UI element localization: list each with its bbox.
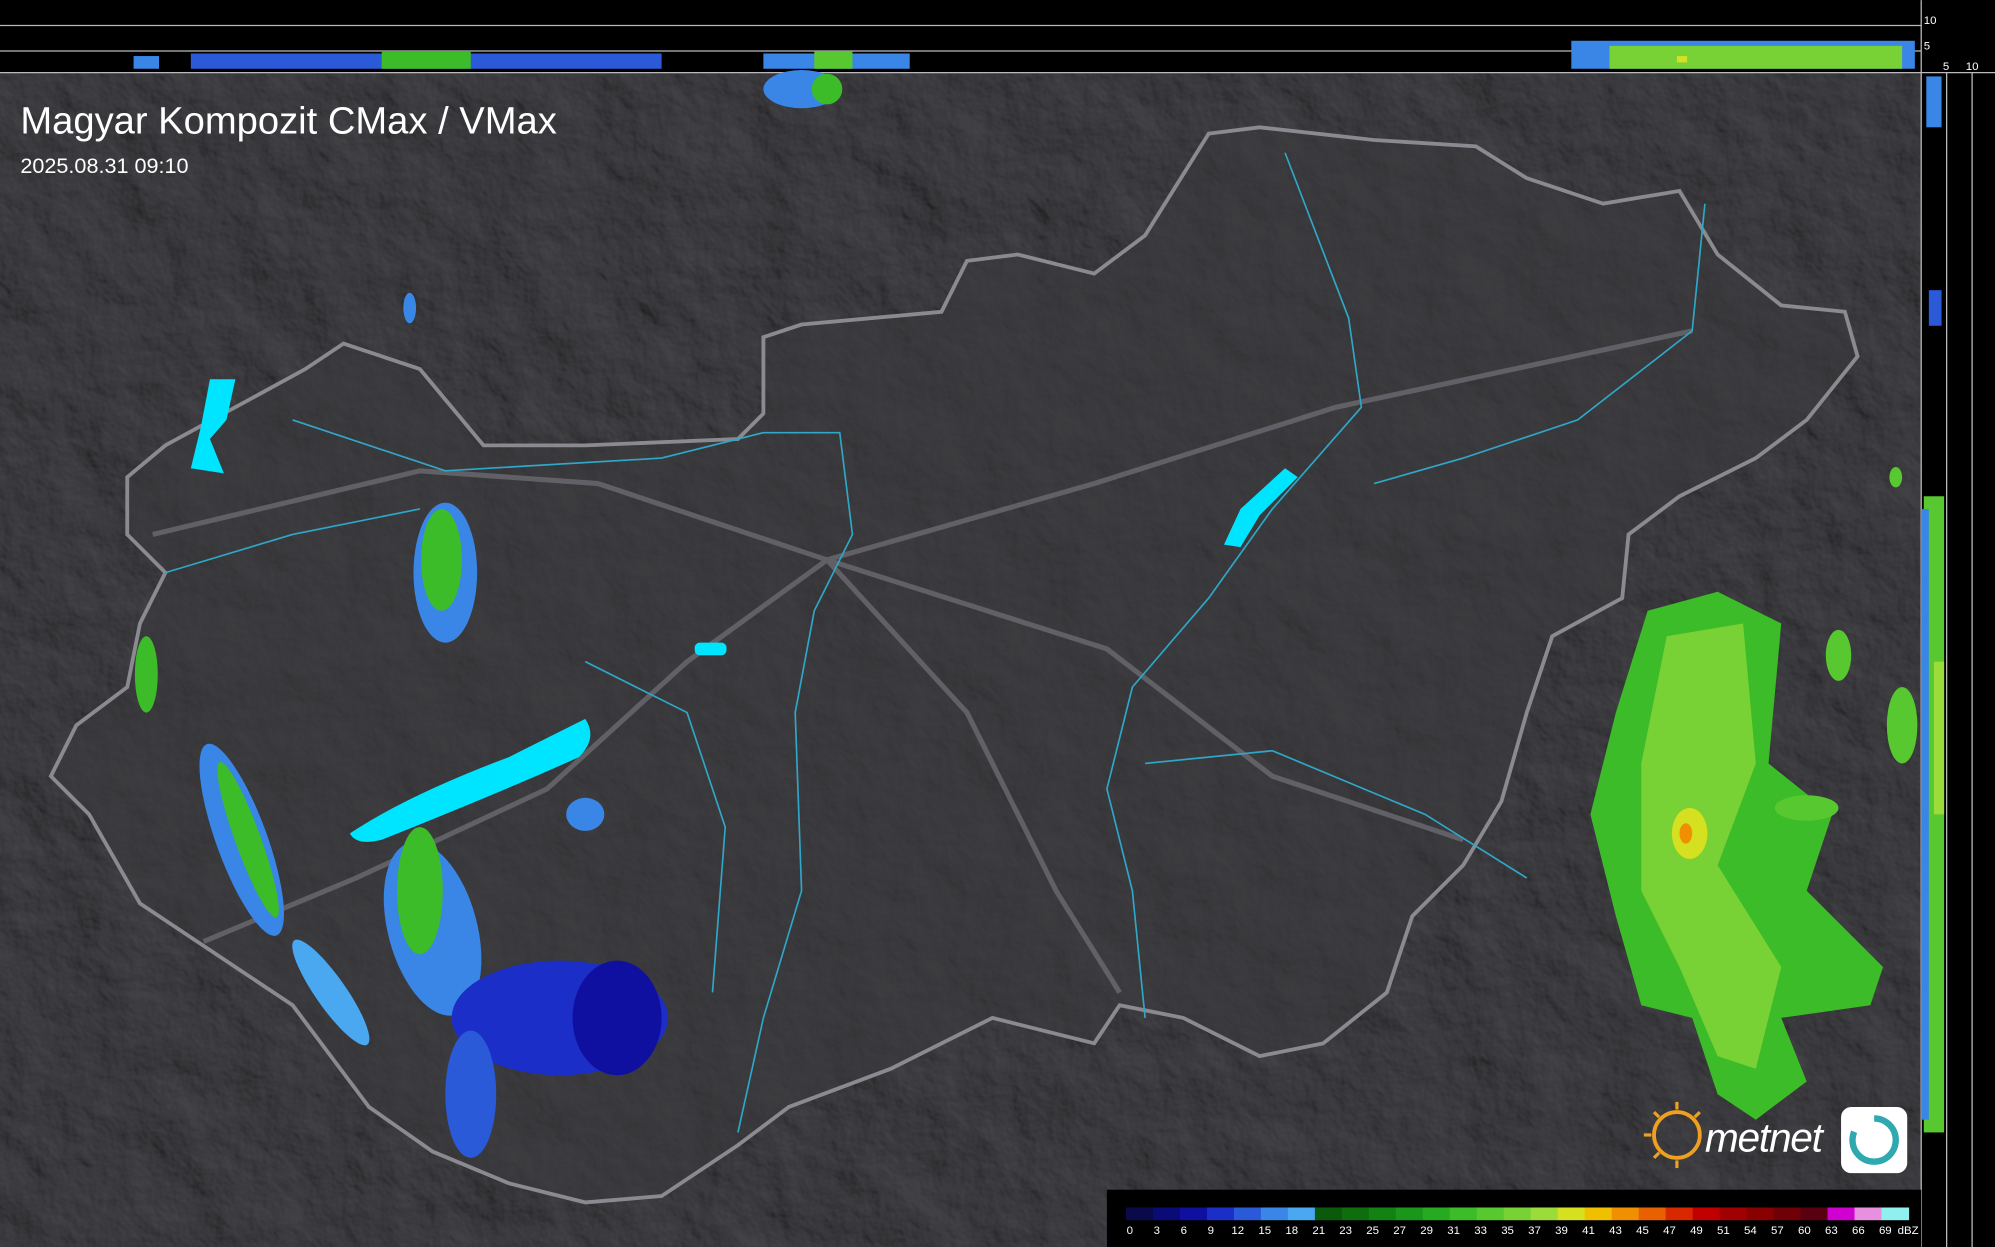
legend-tick-label: 25 [1366,1225,1379,1237]
legend-tick-label: 49 [1690,1225,1703,1237]
color-cell [1233,1207,1262,1221]
legend-tick-label: 0 [1127,1225,1133,1237]
legend-tick-label: 63 [1825,1225,1838,1237]
timestamp: 2025.08.31 09:10 [20,153,188,178]
profile-label: 5 [1924,41,1930,53]
profile-label: 10 [1924,15,1937,27]
legend-tick-label: 3 [1154,1225,1160,1237]
logo-text: metnet [1705,1115,1825,1161]
profile-label: 5 [1943,61,1949,73]
legend-tick-label: 12 [1231,1225,1244,1237]
legend-tick-label: 27 [1393,1225,1406,1237]
color-cell [1827,1207,1856,1221]
title: Magyar Kompozit CMax / VMax [20,100,556,143]
color-cell [1314,1207,1343,1221]
legend-tick-label: 47 [1663,1225,1676,1237]
legend-tick-label: 60 [1798,1225,1811,1237]
color-cell [1557,1207,1586,1221]
color-cell [1503,1207,1532,1221]
color-cell [1530,1207,1559,1221]
color-cell [1746,1207,1775,1221]
radar-echoes [134,70,1918,1158]
legend-tick-label: 31 [1447,1225,1460,1237]
color-cell [1260,1207,1289,1221]
legend-tick-label: 9 [1208,1225,1214,1237]
legend-tick-label: 51 [1717,1225,1730,1237]
legend-tick-label: 57 [1771,1225,1784,1237]
color-cell [1611,1207,1640,1221]
color-cell [1341,1207,1370,1221]
legend-unit: dBZ [1898,1225,1919,1237]
color-cell [1179,1207,1208,1221]
color-cell [1773,1207,1802,1221]
legend-tick-label: 29 [1420,1225,1433,1237]
color-cell [1126,1207,1154,1221]
legend-tick-label: 39 [1555,1225,1568,1237]
color-cell [1854,1207,1883,1221]
country-border [48,125,1860,1205]
legend-tick-label: 6 [1181,1225,1187,1237]
color-cell [1152,1207,1181,1221]
legend-tick-label: 45 [1636,1225,1649,1237]
roads [152,328,1693,994]
color-cell [1638,1207,1667,1221]
color-cell [1422,1207,1451,1221]
color-cell [1719,1207,1748,1221]
color-cell [1800,1207,1829,1221]
legend-tick-label: 41 [1582,1225,1595,1237]
color-cell [1665,1207,1694,1221]
lakes [190,379,1298,842]
profile-label: 10 [1966,61,1979,73]
color-cell [1476,1207,1505,1221]
legend-tick-label: 37 [1528,1225,1541,1237]
color-cell [1692,1207,1721,1221]
legend-tick-label: 35 [1501,1225,1514,1237]
legend-tick-label: 69 [1879,1225,1892,1237]
legend-tick-label: 43 [1609,1225,1622,1237]
color-cell [1395,1207,1424,1221]
profile-echoes [133,40,1945,1133]
legend-tick-label: 23 [1339,1225,1352,1237]
legend-tick-label: 54 [1744,1225,1757,1237]
color-cell [1881,1207,1910,1221]
logo: metnet [1643,1101,1908,1174]
legend-tick-label: 21 [1312,1225,1325,1237]
color-cell [1449,1207,1478,1221]
legend-tick-label: 18 [1285,1225,1298,1237]
color-cell [1368,1207,1397,1221]
rivers [165,152,1706,1133]
legend: 0 3 6 9 12 15 18 21 23 25 27 29 31 33 35 37 39 41 43 45 47 49… [1126,1207,1919,1237]
color-cell [1287,1207,1316,1221]
legend-tick-label: 33 [1474,1225,1487,1237]
legend-tick-label: 66 [1852,1225,1865,1237]
color-cell [1584,1207,1613,1221]
legend-tick-label: 15 [1258,1225,1271,1237]
color-cell [1206,1207,1235,1221]
